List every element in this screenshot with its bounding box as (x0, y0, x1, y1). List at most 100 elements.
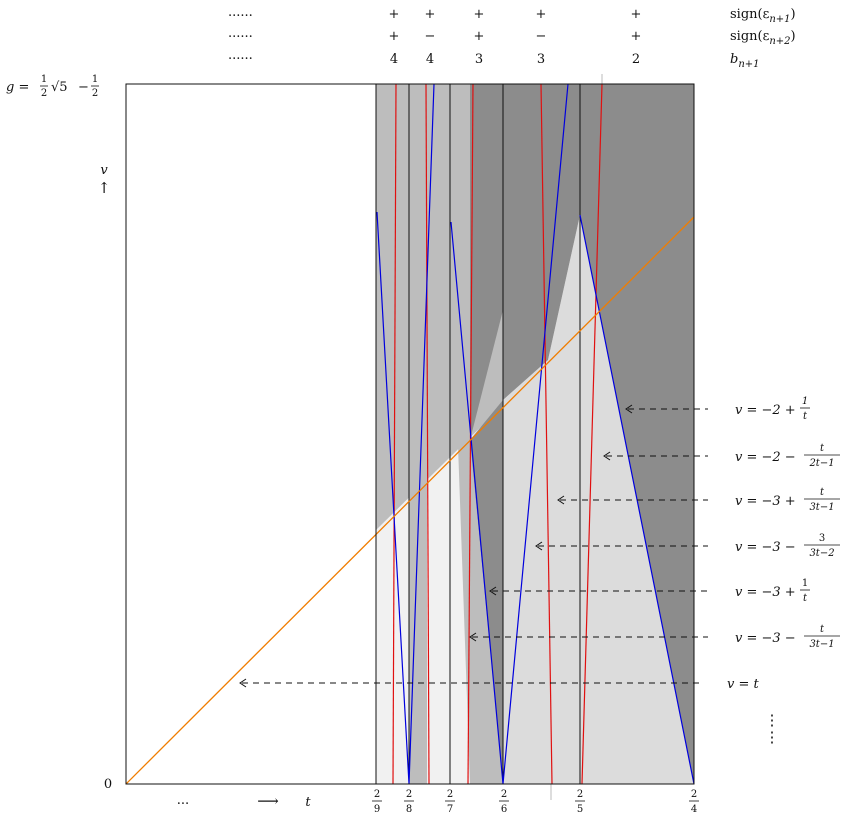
tick-labels: 2 9 2 8 2 7 2 6 2 5 2 4 (372, 789, 699, 815)
g-lhs: g = (6, 80, 29, 95)
v-up-arrow: ↑ (98, 179, 111, 197)
svg-text:2t−1: 2t−1 (808, 458, 834, 469)
annotation-5: v = −3 + 1 t (735, 578, 810, 604)
header-dots-2: ...... (228, 26, 253, 41)
region-dark-a (470, 84, 503, 440)
sign-eps-n2-4: − (536, 29, 547, 44)
annotation-7: v = t (727, 677, 760, 692)
svg-text:3: 3 (819, 533, 825, 544)
sign-eps-n2-2: − (425, 29, 436, 44)
g-frac1-num: 1 (41, 74, 47, 85)
svg-text:5: 5 (577, 804, 583, 815)
svg-text:2: 2 (447, 789, 453, 800)
tick-2-6: 2 6 (499, 789, 509, 815)
row-label-b-n1: bn+1 (730, 52, 760, 70)
v-axis-label: v (100, 163, 108, 178)
arrowheads (239, 404, 633, 688)
region-dark-2-6 (470, 400, 503, 784)
bottom-ellipsis: ... (177, 793, 189, 808)
region-lower-mid (503, 215, 580, 784)
sign-eps-n2-5: + (631, 29, 642, 44)
sign-eps-n1-4: + (536, 7, 547, 22)
region-band-2-8 (409, 84, 427, 784)
svg-text:6: 6 (501, 804, 507, 815)
orange-diagonal-v-equals-t (125, 216, 695, 785)
svg-text:3t−1: 3t−1 (809, 639, 834, 650)
svg-text:3t−2: 3t−2 (809, 548, 834, 559)
red-line-1 (392, 83, 397, 785)
svg-text:t: t (820, 624, 825, 635)
vdots-2: ⋮ (765, 728, 780, 746)
header-dots-3: ...... (228, 48, 253, 63)
svg-text:t: t (803, 411, 808, 422)
svg-text:t: t (820, 443, 825, 454)
red-lines (392, 83, 603, 785)
sign-eps-n2-3: + (474, 29, 485, 44)
svg-text:v = −2 +: v = −2 + (735, 403, 796, 418)
svg-text:1: 1 (802, 396, 808, 407)
tick-2-7: 2 7 (445, 789, 455, 815)
g-label: g = 1 2 √5 − 1 2 (6, 74, 99, 99)
tick-2-9: 2 9 (372, 789, 382, 815)
g-sqrt5: √5 (51, 80, 68, 95)
svg-text:2: 2 (501, 789, 507, 800)
b-n1-1: 4 (390, 52, 398, 67)
red-line-5 (581, 83, 603, 785)
header: ...... + + + + + sign(εn+1) ...... + − +… (228, 5, 796, 70)
b-n1-2: 4 (426, 52, 434, 67)
g-frac2-num: 1 (92, 74, 98, 85)
svg-text:v = −3 −: v = −3 − (735, 540, 796, 555)
svg-text:1: 1 (802, 578, 808, 589)
annotation-4: v = −3 − 3 3t−2 (735, 533, 840, 559)
b-n1-4: 3 (537, 52, 545, 67)
annotation-6: v = −3 − t 3t−1 (735, 624, 840, 650)
svg-text:9: 9 (374, 804, 380, 815)
red-line-2 (425, 83, 430, 785)
vertical-separators (408, 84, 581, 784)
annotation-1: v = −2 + 1 t (735, 396, 810, 422)
sign-eps-n1-2: + (425, 7, 436, 22)
origin-label: 0 (104, 777, 112, 792)
tick-2-5: 2 5 (575, 789, 585, 815)
annotation-2: v = −2 − t 2t−1 (735, 443, 840, 469)
svg-text:7: 7 (447, 804, 453, 815)
bottom-axis: ... ⟶ t (177, 792, 312, 810)
svg-text:v = −2 −: v = −2 − (735, 450, 796, 465)
plot-frame (125, 83, 695, 785)
sign-eps-n2-1: + (389, 29, 400, 44)
region-gray-2-7 (450, 220, 503, 784)
vdots-1: ⋮ (765, 711, 780, 729)
row-label-sign-eps-n1: sign(εn+1) (730, 7, 796, 25)
annotation-arrows (242, 408, 708, 684)
b-n1-5: 2 (632, 52, 640, 67)
sign-eps-n1-5: + (631, 7, 642, 22)
svg-text:4: 4 (691, 804, 697, 815)
svg-text:2: 2 (406, 789, 412, 800)
svg-text:8: 8 (406, 804, 412, 815)
svg-text:2: 2 (577, 789, 583, 800)
annotations: v = −2 + 1 t v = −2 − t 2t−1 v = −3 + t … (727, 396, 840, 692)
red-line-4 (540, 83, 553, 785)
t-axis-label: t (305, 795, 311, 810)
sign-eps-n1-1: + (389, 7, 400, 22)
annotation-3: v = −3 + t 3t−1 (735, 487, 840, 513)
svg-text:3t−1: 3t−1 (809, 502, 834, 513)
tick-2-8: 2 8 (404, 789, 414, 815)
header-dots-1: ...... (228, 5, 253, 20)
sign-eps-n1-3: + (474, 7, 485, 22)
row-label-sign-eps-n2: sign(εn+2) (730, 29, 796, 47)
g-minus: − (78, 80, 89, 95)
svg-text:2: 2 (374, 789, 380, 800)
svg-text:2: 2 (691, 789, 697, 800)
svg-text:v = −3 −: v = −3 − (735, 631, 796, 646)
svg-text:t: t (803, 593, 808, 604)
svg-text:v = −3 +: v = −3 + (735, 494, 796, 509)
svg-text:v = −3 +: v = −3 + (735, 585, 796, 600)
svg-text:v = t: v = t (727, 677, 760, 692)
svg-text:t: t (820, 487, 825, 498)
b-n1-3: 3 (475, 52, 483, 67)
g-frac1-den: 2 (41, 88, 47, 99)
bottom-arrow: ⟶ (257, 792, 279, 810)
tick-2-4: 2 4 (689, 789, 699, 815)
